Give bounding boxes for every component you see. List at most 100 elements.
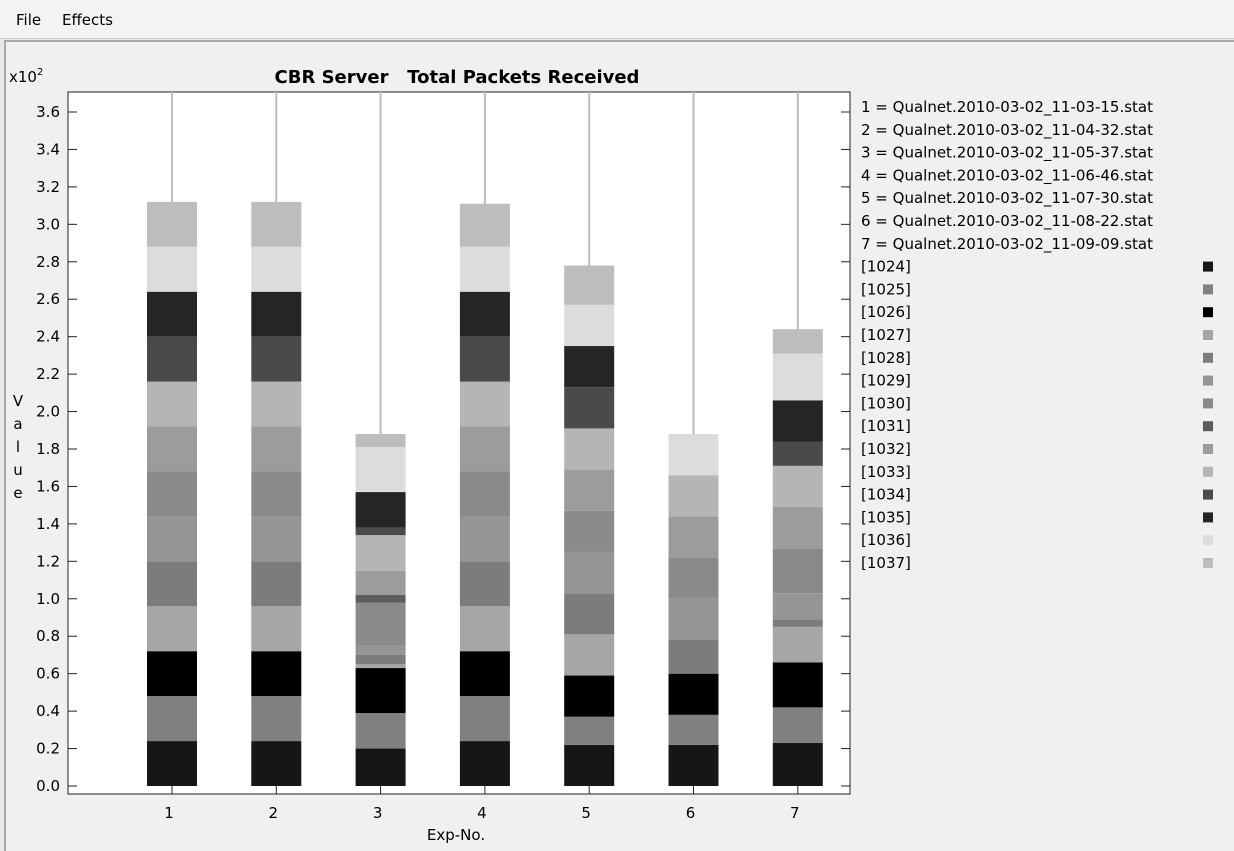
legend-swatch-1037 [1203, 558, 1213, 568]
y-axis-label-char: u [13, 461, 23, 479]
bar-segment-1-1029 [147, 516, 197, 562]
bar-segment-2-1034 [251, 336, 302, 382]
legend-series-label-1036: [1036] [861, 531, 911, 549]
bar-segment-1-1030 [147, 471, 197, 517]
legend-swatch-1029 [1203, 375, 1213, 386]
x-tick-label-1: 1 [164, 804, 174, 822]
bar-segment-1-1033 [147, 381, 197, 427]
bar-segment-5-1035 [564, 346, 615, 388]
bar-segment-1-1028 [147, 561, 197, 607]
bar-segment-5-1033 [564, 428, 615, 470]
bar-segment-6-1030 [668, 557, 719, 599]
legend-swatch-1027 [1203, 330, 1213, 340]
x-axis-label: Exp-No. [427, 826, 485, 844]
legend-series-label-1028: [1028] [861, 349, 911, 367]
x-axis: 1 2 3 4 5 6 7 [164, 786, 800, 822]
bar-segment-7-1034 [772, 441, 823, 466]
bar-segment-5-1024 [564, 744, 615, 786]
bar-segment-1-1024 [147, 741, 197, 786]
y-tick-label-12: 2.4 [36, 328, 60, 346]
legend-swatch-1032 [1203, 444, 1213, 454]
y-tick-label-2: 0.4 [36, 702, 60, 720]
bar-segment-4-1032 [459, 426, 510, 472]
y-tick-label-4: 0.8 [36, 627, 60, 645]
y-axis-label-char: e [13, 484, 22, 502]
bar-segment-3-1030 [355, 602, 406, 646]
bar-segment-7-1033 [772, 465, 823, 508]
bar-segment-6-1025 [668, 714, 719, 745]
bar-segment-3-1027 [355, 664, 406, 669]
legend-experiment-2: 2 = Qualnet.2010-03-02_11-04-32.stat [861, 121, 1153, 140]
bar-segment-1-1035 [147, 291, 197, 337]
bar-segment-4-1037 [459, 203, 510, 247]
legend-series-label-1024: [1024] [861, 258, 911, 276]
bar-segment-6-1028 [668, 639, 719, 674]
y-tick-label-13: 2.6 [36, 290, 60, 308]
legend-series-label-1034: [1034] [861, 486, 911, 504]
bar-segment-7-1036 [772, 353, 823, 401]
y-tick-label-15: 3.0 [36, 215, 60, 233]
bar-segment-3-1029 [355, 645, 406, 655]
menu-file[interactable]: File [16, 11, 42, 29]
plot-area [67, 91, 851, 795]
bar-segment-3-1024 [355, 748, 406, 786]
bar-segment-3-1033 [355, 535, 406, 571]
bar-segment-7-1030 [772, 548, 823, 594]
bar-segment-7-1032 [772, 507, 823, 549]
legend-series-label-1031: [1031] [861, 417, 911, 435]
bar-segment-3-1034 [355, 527, 406, 536]
bar-segment-2-1030 [251, 471, 302, 517]
legend-series-label-1035: [1035] [861, 508, 911, 526]
x-tick-label-3: 3 [373, 804, 383, 822]
menu-effects[interactable]: Effects [62, 11, 113, 29]
bar-segment-2-1029 [251, 516, 302, 562]
y-tick-label-11: 2.2 [36, 365, 60, 383]
legend-series-label-1037: [1037] [861, 554, 911, 572]
bar-segment-4-1030 [459, 471, 510, 517]
y-tick-label-3: 0.6 [36, 665, 60, 683]
x-tick-label-2: 2 [269, 804, 279, 822]
bar-segment-2-1033 [251, 381, 302, 427]
bar-segment-5-1026 [564, 675, 615, 717]
bar-segment-4-1035 [459, 291, 510, 337]
bar-segment-2-1025 [251, 696, 302, 742]
legend-swatch-1035 [1203, 512, 1213, 523]
bar-segment-3-1026 [355, 668, 406, 713]
bar-segment-6-1024 [668, 744, 719, 786]
bar-segment-6-1032 [668, 516, 719, 558]
bar-segment-2-1024 [251, 741, 302, 786]
legend: 1 = Qualnet.2010-03-02_11-03-15.stat 2 = … [861, 98, 1213, 572]
legend-series-label-1027: [1027] [861, 326, 911, 344]
y-tick-label-10: 2.0 [36, 403, 60, 421]
bar-segment-6-1033 [668, 475, 719, 517]
bar-segment-5-1027 [564, 634, 615, 676]
legend-experiment-3: 3 = Qualnet.2010-03-02_11-05-37.stat [861, 144, 1153, 163]
legend-swatch-1033 [1203, 466, 1213, 477]
bar-segment-5-1034 [564, 387, 615, 429]
bar-segment-5-1036 [564, 304, 615, 347]
x-tick-label-7: 7 [790, 804, 800, 822]
y-scale-label: x102 [9, 67, 43, 86]
bar-segment-3-1037 [355, 434, 406, 448]
bar-segment-7-1037 [772, 329, 823, 354]
bar-segment-3-1035 [355, 492, 406, 528]
bar-segment-1-1027 [147, 606, 197, 652]
bar-segment-5-1025 [564, 716, 615, 745]
legend-series-label-1026: [1026] [861, 303, 911, 321]
y-tick-label-17: 3.4 [36, 140, 60, 158]
legend-series-label-1032: [1032] [861, 440, 911, 458]
y-tick-label-6: 1.2 [36, 552, 60, 570]
bar-segment-3-1028 [355, 654, 406, 665]
y-tick-label-18: 3.6 [36, 103, 60, 121]
bar-segment-3-1031 [355, 595, 406, 603]
bar-segment-4-1026 [459, 651, 510, 697]
bar-segment-6-1029 [668, 598, 719, 640]
bar-segment-5-1028 [564, 593, 615, 635]
legend-swatch-1036 [1203, 535, 1213, 546]
bar-segment-3-1032 [355, 570, 406, 596]
bar-segment-1-1036 [147, 246, 197, 292]
legend-series-label-1033: [1033] [861, 463, 911, 481]
bar-segment-4-1036 [459, 246, 510, 292]
